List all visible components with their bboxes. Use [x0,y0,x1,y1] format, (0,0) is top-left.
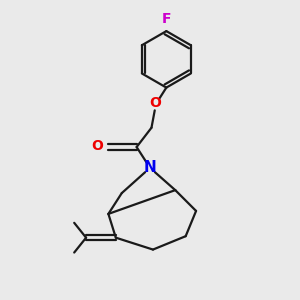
Text: O: O [91,140,103,153]
Text: O: O [149,96,161,110]
Text: F: F [162,12,171,26]
Text: N: N [144,160,156,175]
